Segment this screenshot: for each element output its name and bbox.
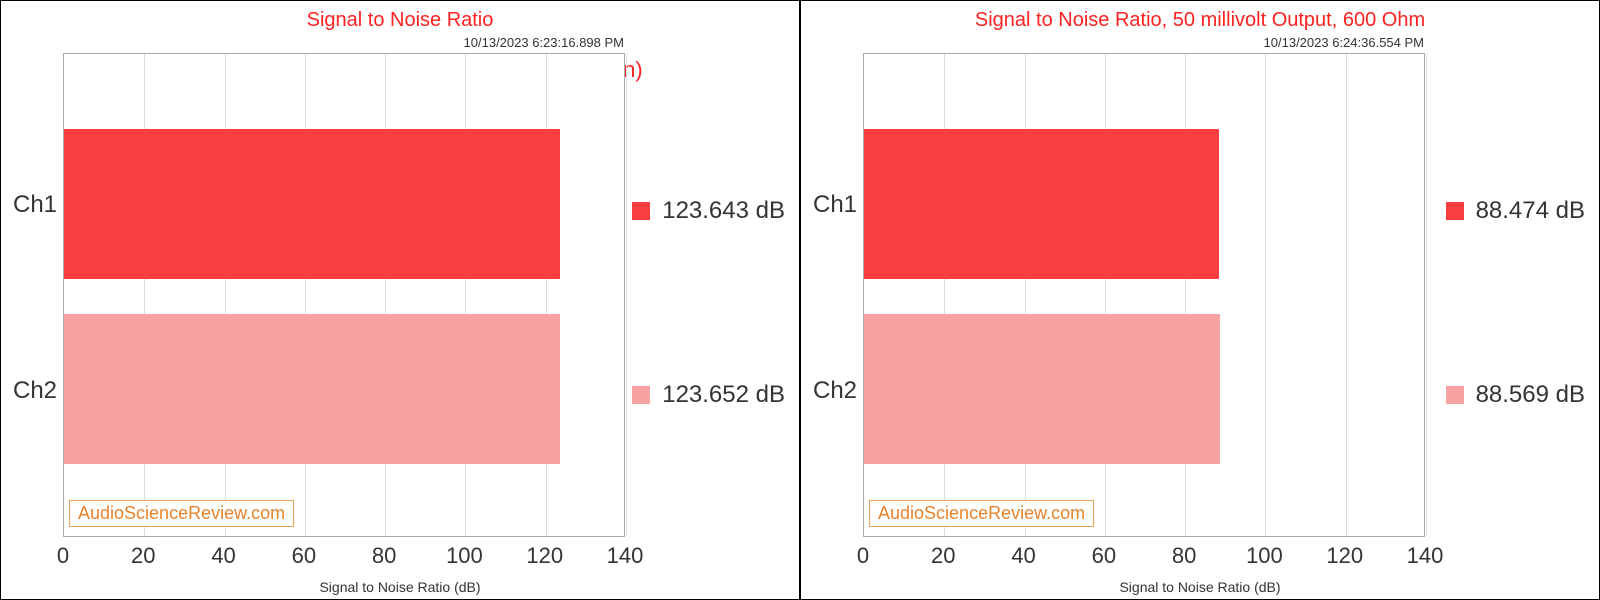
x-axis-label: Signal to Noise Ratio (dB) [801, 579, 1599, 595]
watermark: AudioScienceReview.com [69, 500, 294, 527]
gridline [1346, 54, 1347, 536]
x-tick-label: 0 [857, 543, 869, 569]
swatch-ch1 [1446, 202, 1464, 220]
gridline [1426, 54, 1427, 536]
chart-title: Signal to Noise Ratio, 50 millivolt Outp… [801, 9, 1599, 32]
x-tick-label: 120 [526, 543, 563, 569]
chart-panel-right: Signal to Noise Ratio, 50 millivolt Outp… [800, 0, 1600, 600]
x-tick-label: 20 [931, 543, 955, 569]
legend-ch2: 123.652 dB [632, 381, 785, 409]
x-tick-label: 0 [57, 543, 69, 569]
gridline [626, 54, 627, 536]
y-category-ch2: Ch2 [813, 377, 857, 405]
timestamp: 10/13/2023 6:23:16.898 PM [464, 35, 624, 50]
swatch-ch1 [632, 202, 650, 220]
x-tick-label: 120 [1326, 543, 1363, 569]
x-tick-label: 140 [1407, 543, 1444, 569]
chart-title: Signal to Noise Ratio [1, 9, 799, 32]
swatch-ch2 [632, 386, 650, 404]
legend-ch1-value: 88.474 dB [1476, 197, 1585, 225]
plot-area [63, 53, 625, 537]
gridline [1265, 54, 1266, 536]
timestamp: 10/13/2023 6:24:36.554 PM [1264, 35, 1424, 50]
bar-ch1 [64, 129, 560, 279]
x-tick-label: 40 [211, 543, 235, 569]
x-tick-label: 40 [1011, 543, 1035, 569]
y-category-ch2: Ch2 [13, 377, 57, 405]
x-tick-label: 100 [446, 543, 483, 569]
bar-ch1 [864, 129, 1219, 279]
legend-ch2: 88.569 dB [1446, 381, 1585, 409]
legend-ch2-value: 88.569 dB [1476, 381, 1585, 409]
x-tick-label: 20 [131, 543, 155, 569]
x-tick-label: 60 [292, 543, 316, 569]
legend-ch2-value: 123.652 dB [662, 381, 785, 409]
swatch-ch2 [1446, 386, 1464, 404]
x-tick-label: 60 [1092, 543, 1116, 569]
x-tick-label: 80 [1172, 543, 1196, 569]
y-category-ch1: Ch1 [13, 191, 57, 219]
bar-ch2 [64, 314, 560, 464]
x-tick-label: 80 [372, 543, 396, 569]
legend-ch1: 88.474 dB [1446, 197, 1585, 225]
plot-area [863, 53, 1425, 537]
legend-ch1-value: 123.643 dB [662, 197, 785, 225]
bar-ch2 [864, 314, 1220, 464]
legend-ch1: 123.643 dB [632, 197, 785, 225]
x-tick-label: 100 [1246, 543, 1283, 569]
x-axis-label: Signal to Noise Ratio (dB) [1, 579, 799, 595]
y-category-ch1: Ch1 [813, 191, 857, 219]
chart-panel-left: Signal to Noise Ratio 10/13/2023 6:23:16… [0, 0, 800, 600]
watermark: AudioScienceReview.com [869, 500, 1094, 527]
x-tick-label: 140 [607, 543, 644, 569]
